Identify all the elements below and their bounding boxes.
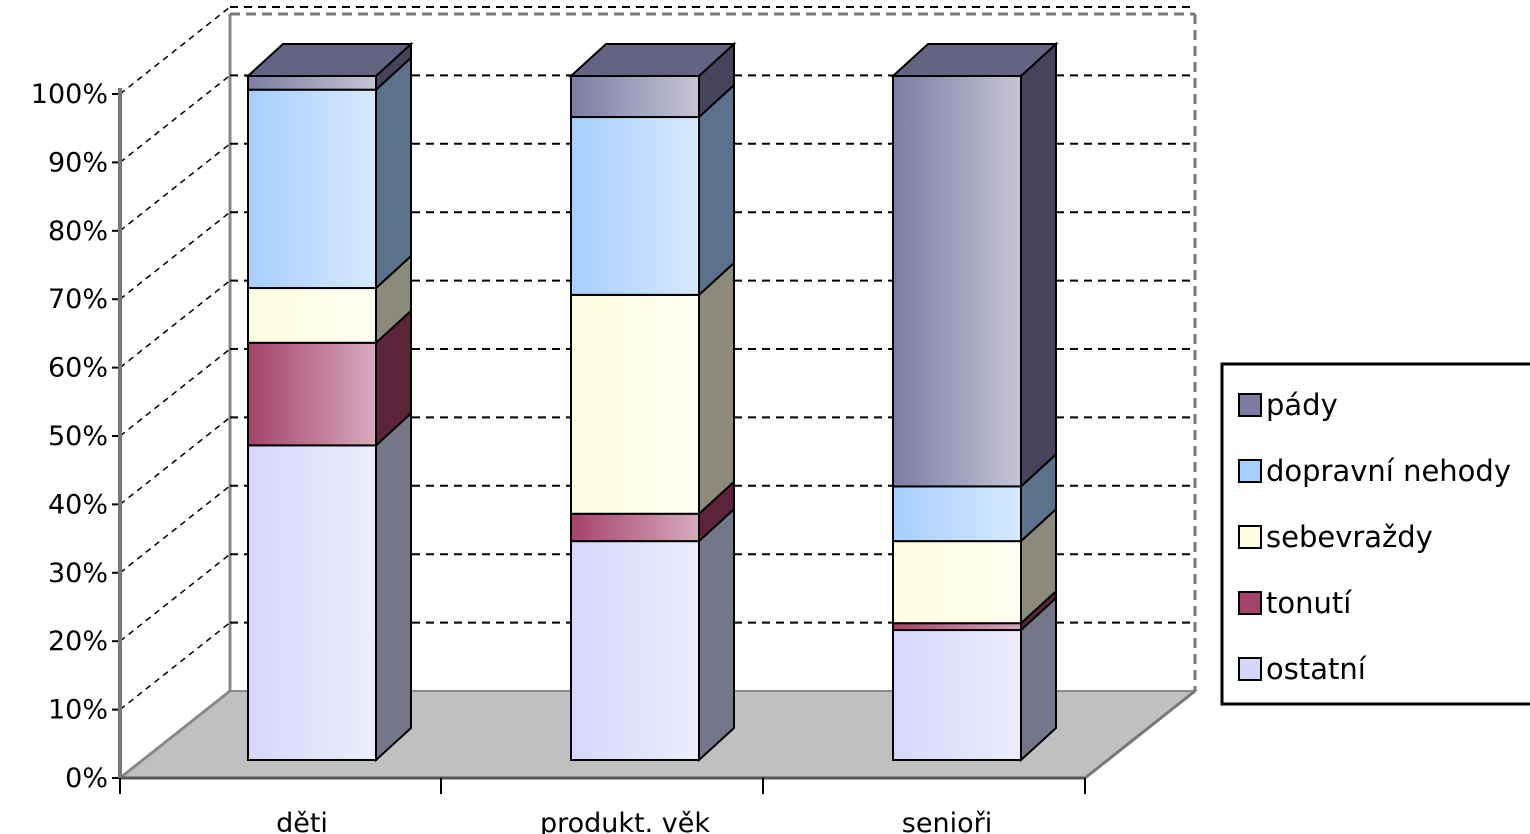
bar-top-1 [568, 43, 737, 77]
side-gridline [119, 143, 231, 232]
bar-segment-3-0 [247, 88, 377, 290]
legend-box [1220, 362, 1530, 706]
x-category-label: děti [276, 808, 328, 834]
bar-segment-4-0 [247, 75, 377, 91]
side-gridline [119, 553, 231, 642]
bar-segment-1-1 [570, 512, 700, 543]
legend: pády dopravní nehody sebevraždy tonutí ostat… [1220, 362, 1530, 706]
legend-label: sebevraždy [1266, 520, 1433, 554]
bar-side-2-1 [698, 260, 735, 517]
bar-segment-0-1 [570, 540, 700, 761]
legend-label: dopravní nehody [1266, 454, 1511, 488]
bar-side-0-0 [375, 411, 412, 763]
side-gridline [119, 211, 231, 300]
bar-side-0-1 [698, 506, 735, 763]
bar-segment-0-2 [892, 629, 1022, 761]
y-tick-label: 70% [48, 284, 108, 315]
legend-swatch [1238, 459, 1262, 483]
legend-label: ostatní [1266, 652, 1367, 686]
x-category-label: produkt. věk [540, 808, 710, 834]
y-tick-label: 30% [48, 558, 108, 589]
x-axis: děti produkt. věk senioři [119, 778, 1086, 834]
legend-swatch [1238, 525, 1262, 549]
side-gridline [119, 348, 231, 437]
bar-top-2 [890, 43, 1059, 77]
side-gridline [119, 6, 231, 95]
y-tick-label: 90% [48, 147, 108, 178]
y-tick-label: 10% [48, 695, 108, 726]
side-gridline [119, 74, 231, 163]
bar-segment-4-2 [892, 75, 1022, 488]
bar-side-3-1 [698, 82, 735, 298]
side-gridline [119, 485, 231, 574]
floor-right-edge [1084, 689, 1196, 780]
side-gridline [119, 416, 231, 505]
y-tick-label: 50% [48, 421, 108, 452]
chart-back-wall [228, 12, 1197, 691]
floor-left-edge [119, 689, 231, 780]
y-tick-label: 40% [48, 489, 108, 520]
bar-side-3-0 [375, 55, 412, 291]
bar-segment-1-0 [247, 341, 377, 447]
legend-label: pády [1266, 388, 1338, 422]
legend-swatch [1238, 591, 1262, 615]
y-tick-label: 0% [65, 763, 108, 794]
bar-segment-1-2 [892, 622, 1022, 632]
x-category-label: senioři [902, 808, 992, 834]
bars [245, 41, 1059, 763]
bar-segment-0-0 [247, 444, 377, 761]
y-tick-label: 60% [48, 353, 108, 384]
legend-swatch [1238, 393, 1262, 417]
side-gridline [119, 622, 231, 711]
y-axis: 0% 10% 20% 30% 40% 50% 60% 70% 80% 90% 100% [31, 79, 1196, 794]
y-tick-label: 80% [48, 216, 108, 247]
bar-segment-3-1 [570, 116, 700, 296]
bar-side-4-2 [1020, 41, 1057, 489]
bar-segment-2-2 [892, 540, 1022, 625]
legend-swatch [1238, 657, 1262, 681]
bar-segment-2-1 [570, 293, 700, 515]
bar-top-0 [245, 43, 414, 77]
side-gridline [119, 280, 231, 369]
y-tick-label: 20% [48, 626, 108, 657]
bar-segment-3-2 [892, 485, 1022, 543]
bar-segment-4-1 [570, 75, 700, 119]
y-tick-label: 100% [31, 79, 108, 110]
bar-segment-2-0 [247, 287, 377, 344]
legend-label: tonutí [1266, 586, 1352, 620]
